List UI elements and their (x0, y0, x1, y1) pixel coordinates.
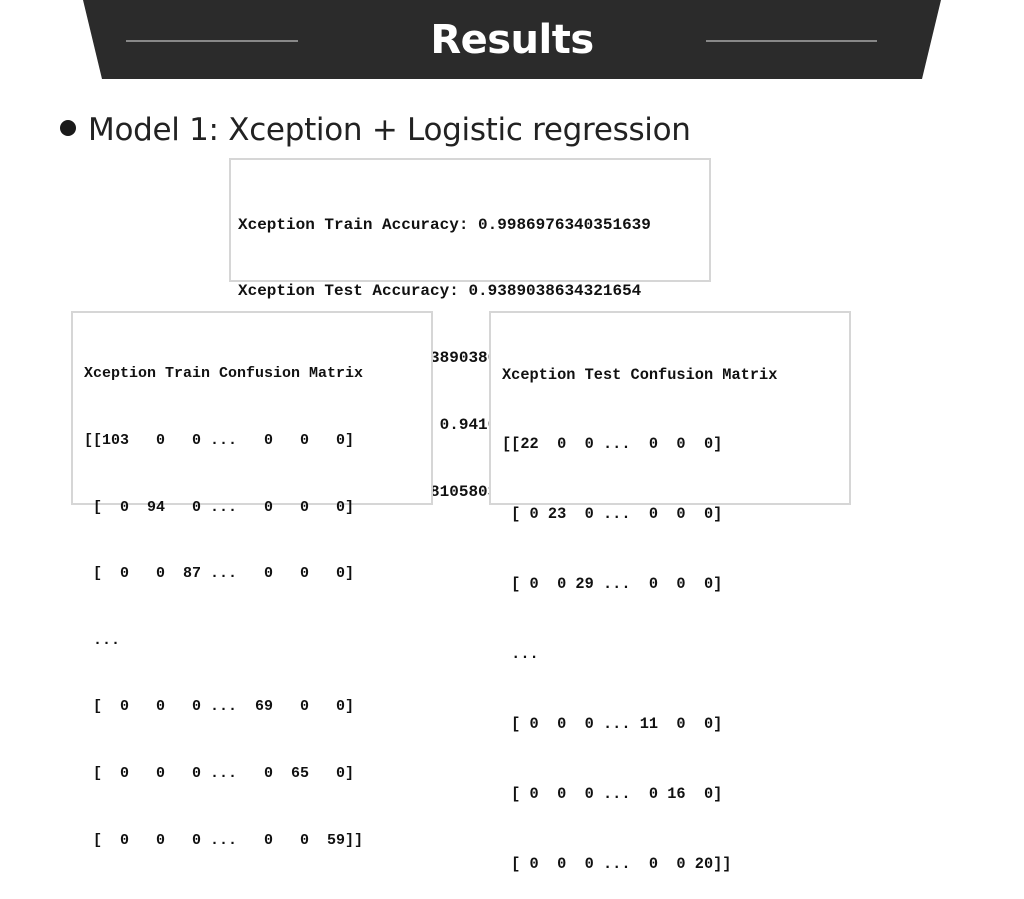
banner-trapezoid (83, 0, 941, 79)
matrix-ellipsis: ... (84, 631, 121, 649)
title-banner: Results (0, 0, 1024, 80)
matrix-row: [ 0 0 0 ... 0 65 0] (84, 765, 355, 783)
matrix-row: [[103 0 0 ... 0 0 0] (84, 432, 355, 450)
matrix-row: [[22 0 0 ... 0 0 0] (502, 435, 723, 454)
banner-shape (83, 0, 941, 79)
metric-line: Xception Test Accuracy: 0.93890386343216… (238, 282, 642, 301)
matrix-heading: Xception Test Confusion Matrix (502, 365, 778, 384)
matrix-row: [ 0 0 0 ... 11 0 0] (502, 715, 723, 734)
matrix-row: [ 0 23 0 ... 0 0 0] (502, 505, 723, 524)
bullet-dot-icon (60, 120, 76, 136)
slide-title: Results (430, 17, 594, 63)
matrix-row: [ 0 94 0 ... 0 0 0] (84, 498, 355, 516)
matrix-row: [ 0 0 0 ... 0 0 20]] (502, 854, 732, 873)
matrix-row: [ 0 0 29 ... 0 0 0] (502, 575, 723, 594)
bullet-item: Model 1: Xception + Logistic regression (60, 108, 691, 152)
matrix-row: [ 0 0 87 ... 0 0 0] (84, 565, 355, 583)
metrics-output-box: Xception Train Accuracy: 0.9986976340351… (229, 158, 711, 501)
matrix-row: [ 0 0 0 ... 0 0 59]] (84, 831, 364, 849)
matrix-heading: Xception Train Confusion Matrix (84, 365, 364, 383)
matrix-row: [ 0 0 0 ... 0 16 0] (502, 784, 723, 803)
test-confusion-matrix-box: Xception Test Confusion Matrix [[22 0 0 … (489, 311, 851, 873)
metric-line: Xception Train Accuracy: 0.9986976340351… (238, 215, 651, 234)
bullet-text: Model 1: Xception + Logistic regression (88, 112, 691, 148)
matrix-ellipsis: ... (502, 645, 539, 664)
train-confusion-matrix-box: Xception Train Confusion Matrix [[103 0 … (71, 311, 433, 849)
matrix-row: [ 0 0 0 ... 69 0 0] (84, 698, 355, 716)
